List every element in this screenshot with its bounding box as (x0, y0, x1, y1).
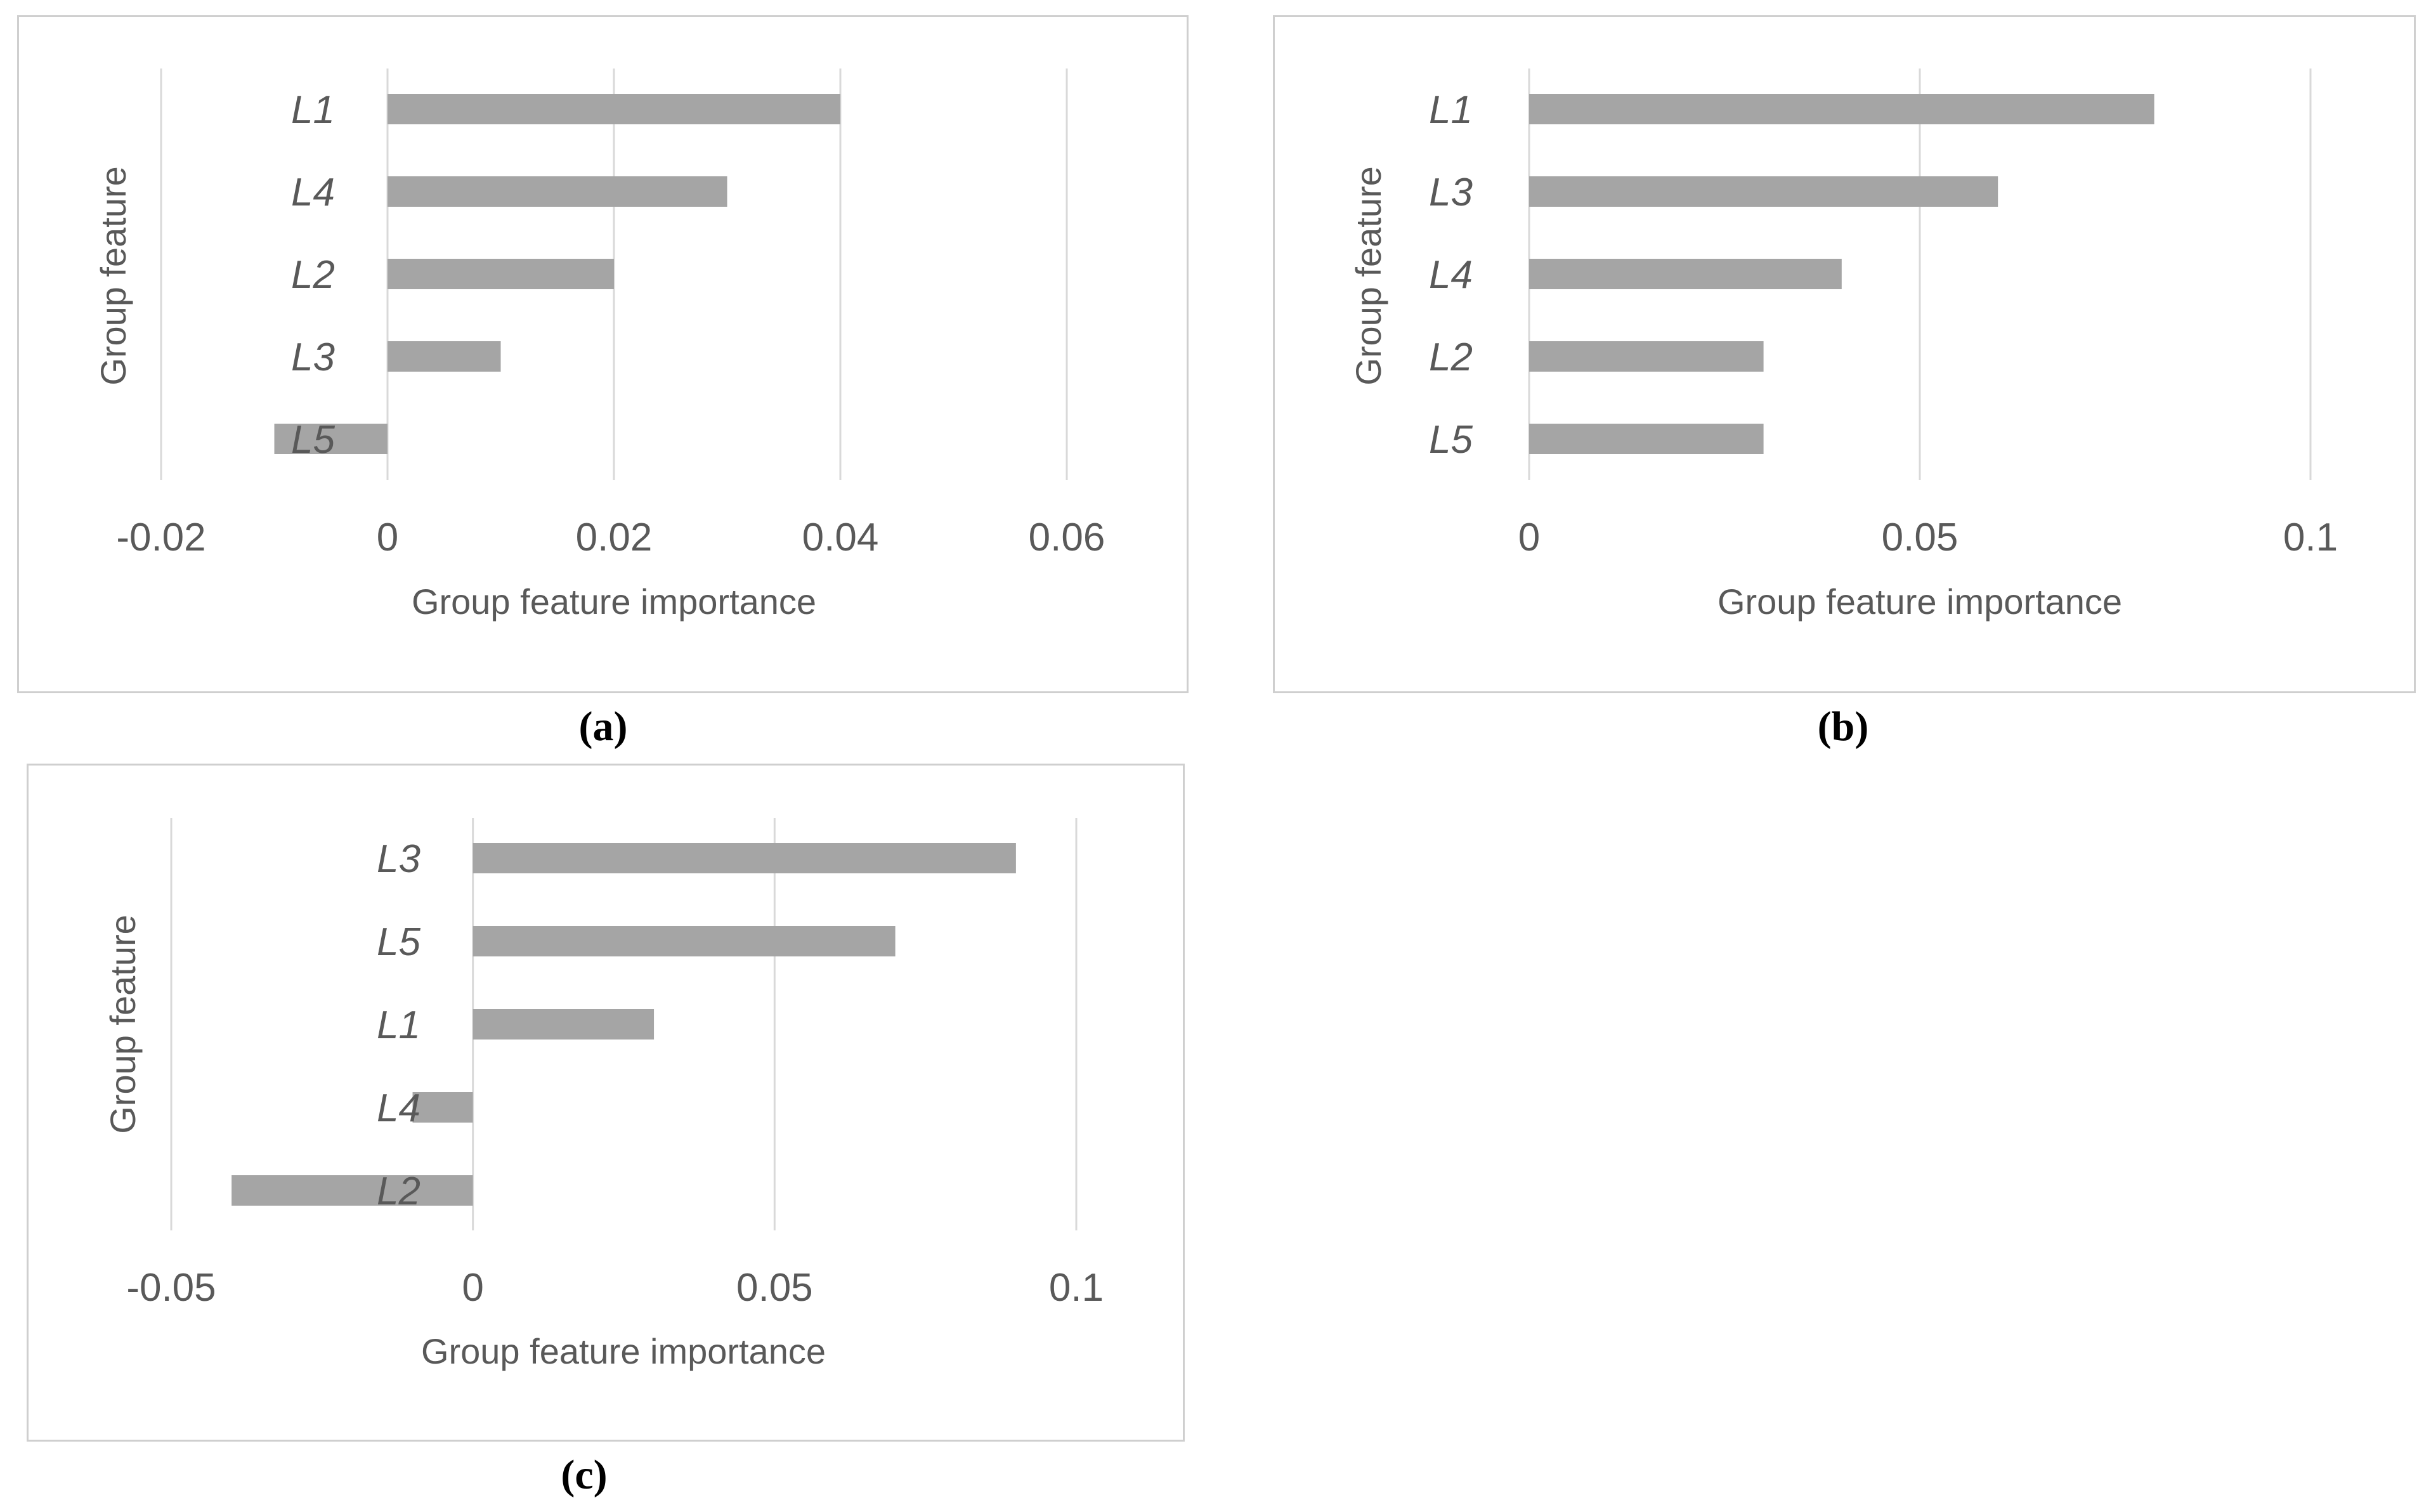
chart-c-x-axis-title: Group feature importance (421, 1331, 826, 1371)
chart-b-bar-l3 (1529, 176, 1998, 207)
chart-a-bar-l4 (388, 176, 727, 207)
chart-a-bar-l1 (388, 94, 840, 124)
chart-c-x-tick-label: 0 (462, 1266, 483, 1310)
chart-c-bar-l5 (473, 926, 896, 956)
chart-c-bar-l2 (231, 1175, 473, 1206)
chart-a-category-label: L2 (291, 253, 335, 297)
chart-a-x-tick-label: 0.06 (1029, 516, 1105, 559)
chart-c-x-tick-label: -0.05 (126, 1266, 216, 1310)
chart-b-category-label: L2 (1429, 336, 1473, 379)
chart-a-x-tick-label: 0 (377, 516, 398, 559)
chart-a-bar-l2 (388, 259, 614, 289)
caption-b: (b) (1817, 703, 1869, 750)
chart-c-category-label: L5 (377, 920, 420, 964)
chart-a-bar-l5 (274, 424, 388, 454)
chart-b-bar-l2 (1529, 341, 1764, 372)
chart-a-x-tick-label: 0.04 (802, 516, 879, 559)
chart-b-x-tick-label: 0.1 (2283, 516, 2338, 559)
chart-c-category-label: L1 (377, 1003, 420, 1047)
chart-b-x-tick-label: 0 (1518, 516, 1540, 559)
chart-b-category-label: L4 (1429, 253, 1473, 297)
chart-b-x-tick-label: 0.05 (1882, 516, 1958, 559)
chart-c-bar-l3 (473, 843, 1016, 873)
caption-c: (c) (561, 1452, 608, 1498)
chart-a-frame (17, 15, 1189, 693)
chart-a-x-tick-label: -0.02 (116, 516, 205, 559)
chart-a-x-tick-label: 0.02 (576, 516, 653, 559)
chart-c-x-tick-label: 0.1 (1049, 1266, 1104, 1310)
chart-a-category-label: L5 (291, 418, 335, 462)
chart-b-category-label: L3 (1429, 171, 1473, 214)
chart-a-category-label: L1 (291, 88, 335, 132)
chart-c-bar-l1 (473, 1009, 655, 1040)
chart-c-frame (27, 764, 1185, 1442)
chart-c-category-label: L4 (377, 1086, 420, 1130)
chart-b-category-label: L1 (1429, 88, 1473, 132)
chart-c-category-label: L2 (377, 1170, 420, 1213)
chart-c-bar-l4 (412, 1092, 473, 1123)
chart-b-bar-l4 (1529, 259, 1842, 289)
chart-b-x-axis-title: Group feature importance (1717, 582, 2122, 622)
chart-c-y-axis-title: Group feature (103, 915, 143, 1134)
chart-a-bar-l3 (388, 341, 501, 372)
chart-b-category-label: L5 (1429, 418, 1473, 462)
chart-a-category-label: L3 (291, 336, 335, 379)
chart-c-x-tick-label: 0.05 (736, 1266, 813, 1310)
chart-b-frame (1273, 15, 2416, 693)
chart-a-category-label: L4 (291, 171, 335, 214)
chart-b-bar-l1 (1529, 94, 2154, 124)
chart-b-bar-l5 (1529, 424, 1764, 454)
caption-a: (a) (578, 703, 628, 750)
chart-b-y-axis-title: Group feature (1348, 166, 1388, 386)
chart-a-y-axis-title: Group feature (93, 166, 133, 386)
chart-c-category-label: L3 (377, 837, 420, 881)
chart-a-x-axis-title: Group feature importance (412, 582, 816, 622)
